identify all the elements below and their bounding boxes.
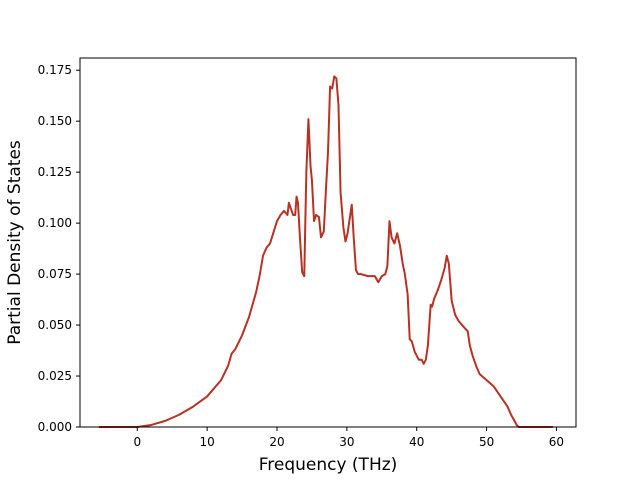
y-tick-label: 0.050 [38, 318, 72, 332]
x-tick-label: 60 [549, 435, 564, 449]
x-tick-label: 10 [200, 435, 215, 449]
x-tick-label: 30 [339, 435, 354, 449]
y-tick-label: 0.175 [38, 63, 72, 77]
series-layer [98, 75, 553, 428]
plot-frame [79, 57, 577, 428]
x-tick-label: 20 [269, 435, 284, 449]
x-tick-label: 0 [133, 435, 141, 449]
x-tick-label: 40 [409, 435, 424, 449]
y-tick-label: 0.125 [38, 165, 72, 179]
y-axis: 0.000 0.025 0.050 0.075 0.100 0.125 0.150 0.175 [38, 63, 80, 434]
x-axis-title: Frequency (THz) [259, 455, 398, 475]
y-tick-label: 0.150 [38, 114, 72, 128]
plot-area [80, 58, 576, 427]
y-tick-label: 0.000 [38, 420, 72, 434]
y-axis-title: Partial Density of States [5, 140, 25, 345]
x-tick-label: 50 [479, 435, 494, 449]
y-tick-label: 0.075 [38, 267, 72, 281]
x-axis: 0 10 20 30 40 50 60 [133, 427, 564, 449]
y-tick-label: 0.025 [38, 369, 72, 383]
series-line-0 [98, 75, 553, 428]
y-tick-label: 0.100 [38, 216, 72, 230]
